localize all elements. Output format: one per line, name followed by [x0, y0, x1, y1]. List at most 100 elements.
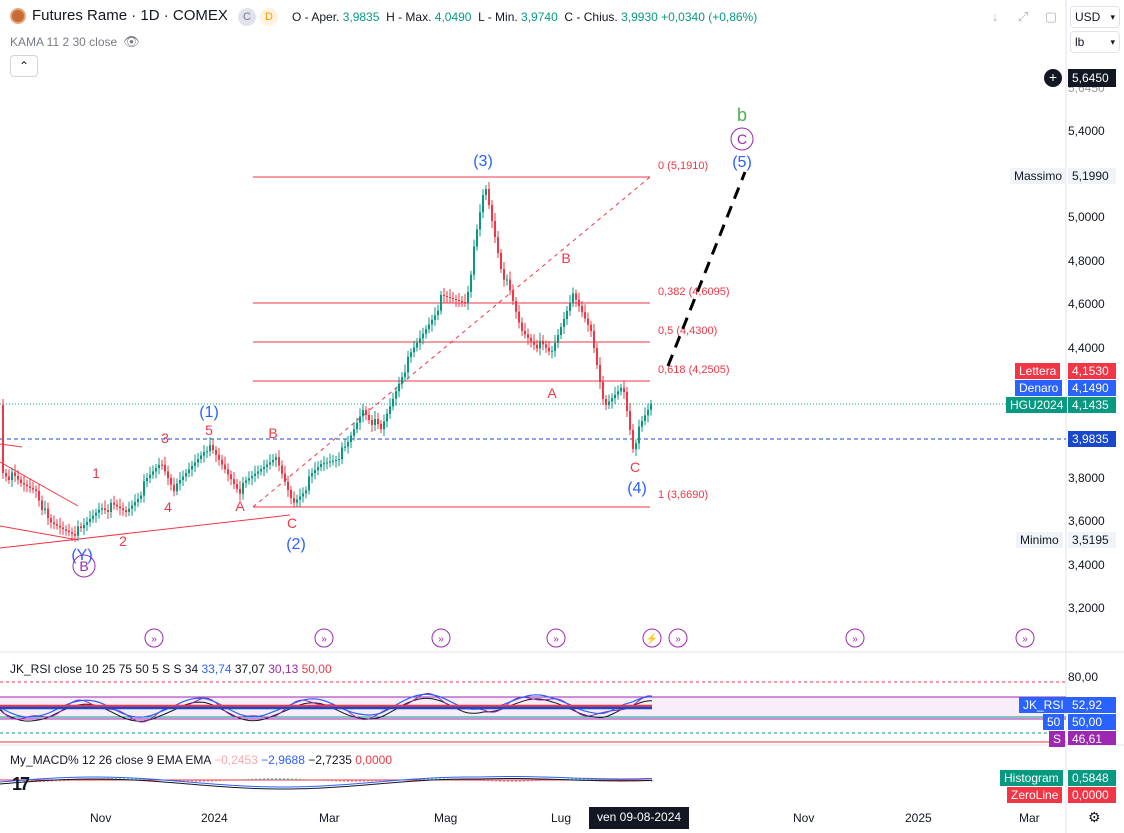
event-marker-icon[interactable] [546, 628, 566, 648]
symbol-value: 4,1435 [1068, 397, 1116, 413]
event-marker-icon[interactable] [431, 628, 451, 648]
snapshot-icon[interactable]: ▢ [1044, 9, 1058, 24]
change-value: +0,0340 (+0,86%) [661, 10, 758, 24]
fullscreen-icon[interactable]: ⤢ [1017, 9, 1029, 24]
candle-body [353, 429, 355, 436]
kama-indicator[interactable]: KAMA 11 2 30 close 👁︎ [10, 34, 140, 50]
candle-body [143, 481, 145, 496]
rsi-v3: 30,13 [268, 662, 299, 676]
chart-title[interactable]: Futures Rame · 1D · COMEX [10, 7, 228, 24]
candle-body [452, 298, 454, 299]
candle-body [530, 337, 532, 342]
macd-series [0, 776, 653, 790]
event-marker-glyph: » [1022, 634, 1028, 645]
candle-body [473, 246, 475, 275]
fib-label-0: 0 (5,1910) [658, 160, 708, 172]
candle-body [2, 405, 4, 473]
candle-body [236, 484, 238, 489]
rsi-tag-label: JK_RSI [1019, 697, 1068, 713]
zeroline-value: 0,0000 [1068, 787, 1116, 803]
candle-body [272, 460, 274, 463]
candle-body [89, 518, 91, 522]
candle-body [335, 460, 337, 461]
candle-body [323, 463, 325, 465]
tradingview-logo-icon[interactable]: 17 [12, 774, 30, 794]
trendline-mid [0, 525, 79, 541]
candle-body [314, 470, 316, 474]
candle-body [470, 274, 472, 292]
unit-select[interactable]: lb ▾ [1070, 31, 1120, 53]
candle-body [386, 413, 388, 422]
candle-body [149, 474, 151, 478]
low-label: L - Min. [478, 10, 518, 24]
candle-body [71, 532, 73, 535]
denaro-value: 4,1490 [1068, 380, 1116, 396]
candle-body [647, 409, 649, 416]
download-icon[interactable]: ↓ [991, 9, 999, 24]
rsi-axis-tick: 80,00 [1068, 670, 1099, 684]
candle-body [614, 394, 616, 399]
candle-body [389, 406, 391, 414]
close-value: 3,9930 [621, 10, 658, 24]
candle-body [635, 443, 637, 449]
candle-body [119, 506, 121, 509]
copper-logo-icon [10, 7, 26, 24]
price-tick: 3,8000 [1068, 471, 1105, 485]
high-label: H - Max. [386, 10, 432, 24]
candle-body [641, 421, 643, 427]
flash-event-icon[interactable] [642, 628, 662, 648]
rsi-v1: 33,74 [201, 662, 232, 676]
currency-select[interactable]: USD ▾ [1070, 6, 1120, 28]
candle-body [38, 491, 40, 501]
candle-body [17, 476, 19, 480]
candle-body [254, 473, 256, 476]
pill-d: D [260, 8, 278, 26]
symbol-title[interactable]: Futures Rame · 1D · COMEX [32, 7, 228, 24]
rsi-legend[interactable]: JK_RSI close 10 25 75 50 5 S S 34 33,74 … [10, 662, 332, 676]
event-marker-glyph: » [321, 634, 327, 645]
candle-body [116, 504, 118, 507]
event-marker-icon[interactable] [668, 628, 688, 648]
candle-body [602, 382, 604, 399]
event-marker-icon[interactable] [845, 628, 865, 648]
price-tick: 5,4000 [1068, 124, 1105, 138]
candle-body [428, 324, 430, 330]
rsi-name: JK_RSI [10, 662, 51, 676]
macd-signal-line [0, 778, 653, 790]
candle-body [539, 340, 541, 349]
candle-body [545, 344, 547, 348]
candle-body [536, 344, 538, 349]
chevron-up-icon: ⌃ [18, 59, 30, 73]
event-marker-icon[interactable] [1015, 628, 1035, 648]
lettera-label: Lettera [1015, 363, 1061, 379]
projection-line [666, 171, 747, 367]
candle-body [110, 502, 112, 512]
add-price-alert-button[interactable]: + [1044, 69, 1062, 87]
candle-body [95, 512, 97, 516]
event-marker-glyph: » [438, 634, 444, 645]
fib-label-0618: 0,618 (4,2505) [658, 364, 730, 376]
event-marker-icon[interactable] [314, 628, 334, 648]
macd-params: 12 26 close 9 EMA EMA [82, 753, 211, 767]
eye-off-icon[interactable]: 👁︎ [123, 34, 140, 49]
candle-body [395, 391, 397, 399]
time-label: Mar [319, 811, 340, 825]
collapse-legend-button[interactable]: ⌃ [10, 55, 38, 77]
candle-body [233, 479, 235, 484]
candle-body [380, 424, 382, 429]
macd-v1: −0,2453 [214, 753, 258, 767]
settings-gear-icon[interactable]: ⚙ [1088, 809, 1101, 825]
macd-legend[interactable]: My_MACD% 12 26 close 9 EMA EMA −0,2453 −… [10, 753, 392, 767]
event-markers[interactable]: » » » » ⚡ » » » [144, 628, 1035, 648]
chevron-down-icon: ▾ [1110, 11, 1115, 22]
candle-body [230, 474, 232, 480]
candle-body [170, 478, 172, 485]
candle-body [617, 391, 619, 395]
candle-body [554, 343, 556, 351]
candle-body [440, 295, 442, 311]
candle-body [65, 529, 67, 531]
event-marker-icon[interactable] [144, 628, 164, 648]
candle-body [371, 420, 373, 425]
candle-body [62, 527, 64, 530]
